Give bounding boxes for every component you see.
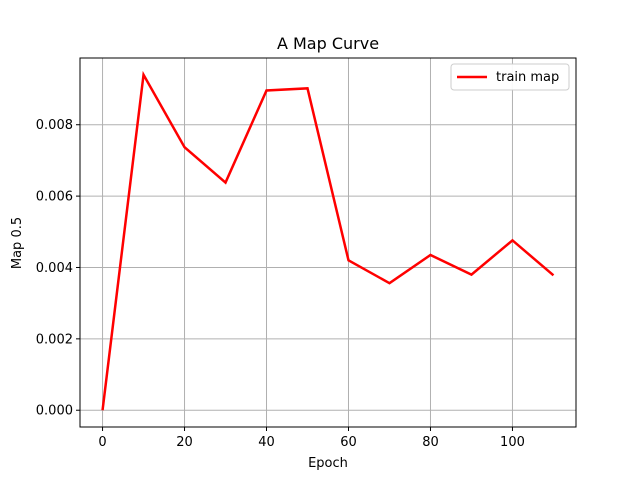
legend: train map (450, 63, 570, 91)
series-layer (101, 70, 555, 411)
x-tick-label: 100 (500, 435, 525, 450)
y-tick-label: 0.000 (36, 404, 73, 419)
plot-frame (79, 57, 577, 428)
x-tick-label: 0 (98, 435, 106, 450)
y-tick-label: 0.004 (36, 261, 73, 276)
chart-title: A Map Curve (277, 34, 379, 53)
plot-area (80, 58, 576, 427)
x-tick-label: 40 (258, 435, 275, 450)
x-tick-label: 60 (340, 435, 357, 450)
series-line-train-map (101, 70, 555, 411)
x-axis-label: Epoch (308, 456, 348, 471)
y-tick-label: 0.008 (36, 118, 73, 133)
ticks: 0 20 40 60 80 100 0.000 0.002 0.004 0.006 0.008 (36, 118, 525, 450)
y-tick-label: 0.002 (36, 332, 73, 347)
x-tick-label: 20 (176, 435, 193, 450)
y-axis-label: Map 0.5 (10, 217, 25, 269)
x-tick-label: 80 (422, 435, 439, 450)
grid (80, 58, 576, 427)
y-tick-label: 0.006 (36, 190, 73, 205)
legend-label-train-map: train map (496, 70, 559, 85)
legend-box (450, 63, 570, 91)
